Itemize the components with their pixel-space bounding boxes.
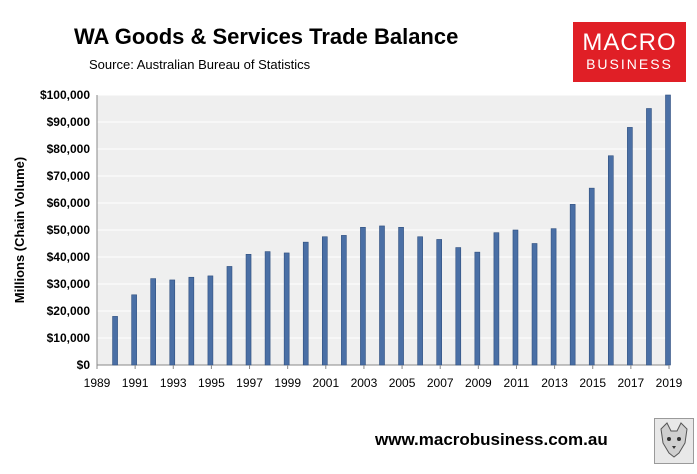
bar [665,94,671,366]
logo-line1: MACRO [582,29,677,56]
x-tick-label: 2015 [579,376,606,390]
bar [550,228,557,366]
bar [226,266,233,366]
y-tick-label: $70,000 [47,169,91,183]
bar [188,276,195,366]
y-axis-label: Millions (Chain Volume) [12,157,27,303]
y-tick-label: $60,000 [47,196,91,210]
bar [512,229,519,366]
x-tick-label: 1995 [198,376,225,390]
y-tick-label: $0 [77,358,91,372]
bar [321,236,328,366]
bar [360,227,366,366]
bar [417,236,423,366]
x-tick-label: 2007 [427,376,454,390]
x-tick-label: 2009 [465,376,492,390]
wolf-mascot-icon [654,418,694,464]
y-tick-label: $30,000 [47,277,91,291]
chart-title: WA Goods & Services Trade Balance [74,24,459,49]
bar [245,254,252,366]
x-tick-label: 1997 [236,376,263,390]
bar [569,204,576,366]
website-url: www.macrobusiness.com.au [375,430,608,449]
y-tick-label: $80,000 [47,142,91,156]
bar [607,155,614,366]
x-tick-label: 2017 [618,376,645,390]
x-tick-label: 1989 [84,376,111,390]
y-tick-label: $10,000 [47,331,91,345]
bar [588,187,595,366]
bar [264,251,271,366]
chart-source: Source: Australian Bureau of Statistics [89,57,311,72]
y-tick-label: $40,000 [47,250,91,264]
bar [398,227,404,366]
bar [627,127,633,366]
bar [283,252,290,366]
x-tick-label: 2005 [389,376,416,390]
y-tick-label: $20,000 [47,304,91,318]
x-tick-label: 1993 [160,376,187,390]
bar [131,294,137,366]
x-tick-label: 2013 [541,376,568,390]
bar [207,275,214,366]
bar [112,316,118,366]
x-tick-label: 1999 [274,376,301,390]
y-tick-label: $100,000 [40,88,90,102]
bar [302,241,309,366]
x-tick-label: 2003 [351,376,378,390]
logo-line2: BUSINESS [586,56,673,72]
bar [474,251,481,366]
bar [436,239,443,366]
y-tick-label: $50,000 [47,223,91,237]
macrobusiness-logo: MACRO BUSINESS [573,22,686,82]
bar [341,235,347,366]
y-tick-label: $90,000 [47,115,91,129]
bar [531,243,538,366]
x-tick-label: 2019 [656,376,683,390]
bar [379,225,385,366]
x-tick-label: 2011 [504,376,530,390]
bar [646,108,652,366]
x-tick-label: 2001 [312,376,339,390]
bar [169,279,176,366]
bar [493,232,500,366]
bar [455,247,462,366]
bar [150,278,156,366]
x-tick-label: 1991 [122,376,149,390]
